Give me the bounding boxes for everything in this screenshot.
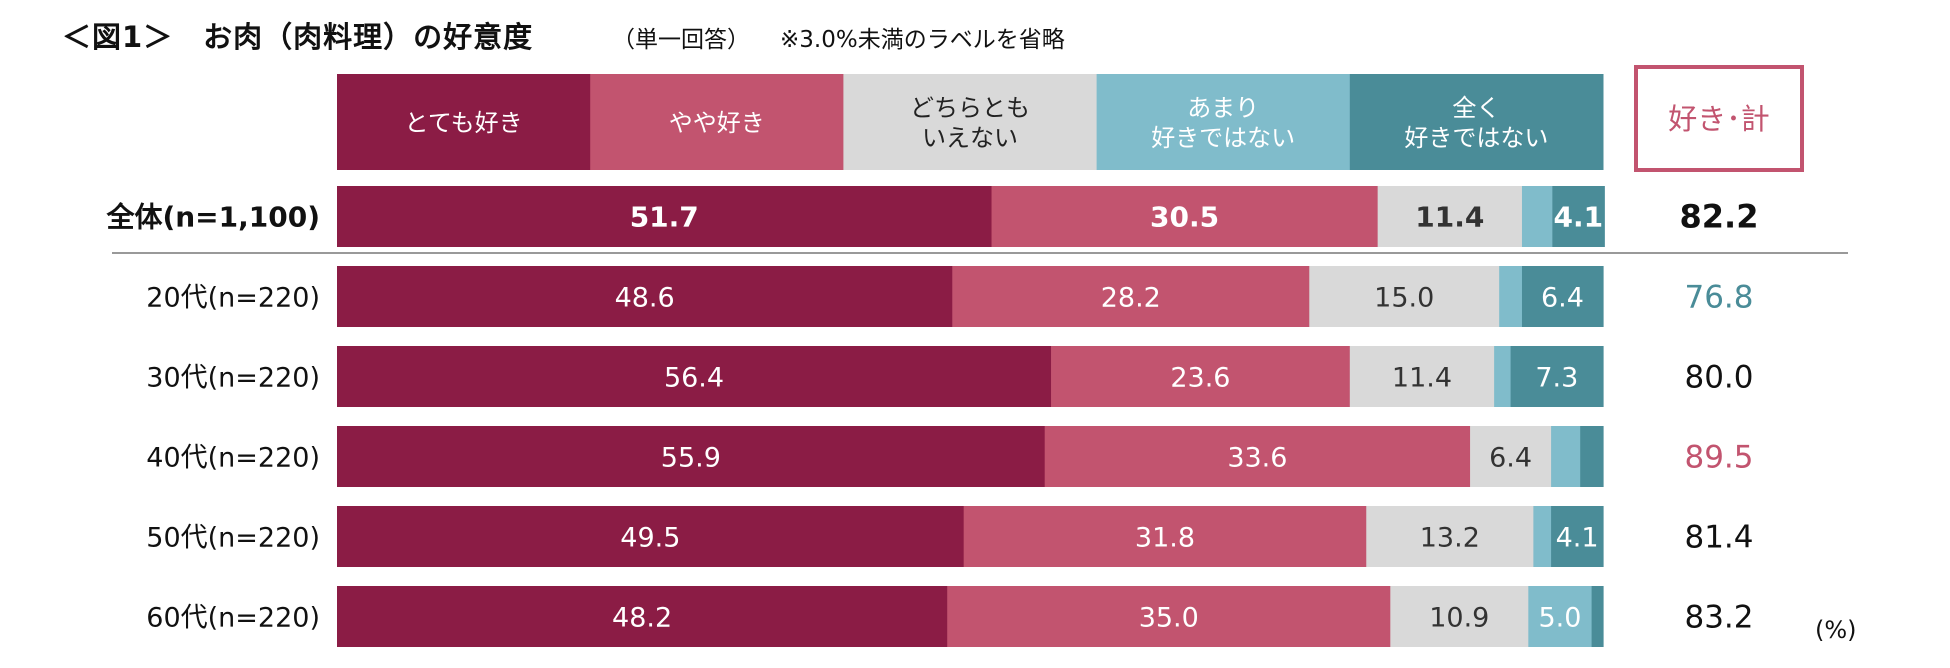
bar-segment-2 — [1044, 426, 1471, 487]
data-label: 33.6 — [1227, 443, 1287, 474]
data-label: 13.2 — [1420, 523, 1480, 554]
total-value: 82.2 — [1680, 198, 1759, 236]
legend-label-5: 好きではない — [1404, 124, 1548, 152]
bar-segment-3 — [1309, 266, 1500, 327]
bar-segment-1 — [337, 186, 993, 247]
bar-segment-5 — [1521, 266, 1604, 327]
category-label: 30代(n=220) — [146, 363, 320, 394]
bar-segment-4 — [1528, 586, 1593, 647]
data-label: 4.1 — [1554, 201, 1604, 234]
data-label: 48.2 — [612, 603, 672, 634]
bar-segment-3 — [1377, 186, 1523, 247]
legend-box-1 — [337, 74, 591, 170]
data-label: 30.5 — [1150, 201, 1219, 234]
bar-segment-2 — [1051, 346, 1351, 407]
legend-label-3: いえない — [922, 124, 1018, 152]
bar-segment-1 — [337, 426, 1046, 487]
bar-segment-1 — [337, 266, 953, 327]
legend-box-2 — [590, 74, 844, 170]
bar-segment-4 — [1533, 506, 1552, 567]
bar-segment-4 — [1551, 426, 1581, 487]
legend-label-2: やや好き — [669, 109, 765, 137]
data-label: 35.0 — [1139, 603, 1199, 634]
total-value: 89.5 — [1684, 440, 1753, 476]
data-label: 11.4 — [1415, 201, 1484, 234]
chart-title: ＜図1＞ お肉（肉料理）の好意度 — [62, 14, 533, 56]
bar-segment-2 — [963, 506, 1367, 567]
category-label: 40代(n=220) — [146, 443, 320, 474]
data-label: 10.9 — [1429, 603, 1489, 634]
data-label: 48.6 — [615, 283, 675, 314]
totals-header-label: 好き･計 — [1668, 102, 1770, 136]
legend-label-5: 全く — [1452, 94, 1500, 122]
bar-segment-4 — [1521, 186, 1553, 247]
bar-segment-3 — [1390, 586, 1529, 647]
total-value: 81.4 — [1684, 520, 1753, 556]
bar-segment-2 — [952, 266, 1310, 327]
total-value: 83.2 — [1684, 600, 1753, 636]
bar-segment-1 — [337, 346, 1052, 407]
bar-segment-5 — [1591, 586, 1604, 647]
bar-segment-3 — [1366, 506, 1534, 567]
bar-segment-3 — [1349, 346, 1495, 407]
bar-segment-5 — [1551, 506, 1604, 567]
data-label: 31.8 — [1135, 523, 1195, 554]
bar-segment-4 — [1494, 346, 1512, 407]
unit-label: (%) — [1815, 616, 1857, 644]
data-label: 7.3 — [1535, 363, 1578, 394]
data-label: 51.7 — [630, 201, 699, 234]
bar-segment-3 — [1470, 426, 1552, 487]
data-label: 5.0 — [1538, 603, 1581, 634]
data-label: 56.4 — [664, 363, 724, 394]
chart-subtitle: （単一回答） — [612, 27, 750, 53]
data-label: 23.6 — [1170, 363, 1230, 394]
totals-header-box — [1634, 65, 1804, 172]
legend-box-4 — [1096, 74, 1351, 170]
data-label: 4.1 — [1556, 523, 1599, 554]
bar-segment-2 — [947, 586, 1391, 647]
data-label: 15.0 — [1374, 283, 1434, 314]
legend-label-4: あまり — [1187, 94, 1259, 122]
legend-label-4: 好きではない — [1151, 124, 1295, 152]
bar-segment-1 — [337, 506, 965, 567]
data-label: 6.4 — [1541, 283, 1584, 314]
legend-label-1: とても好き — [405, 109, 523, 137]
bar-segment-5 — [1580, 426, 1604, 487]
total-value: 76.8 — [1684, 280, 1753, 316]
data-label: 6.4 — [1489, 443, 1532, 474]
data-label: 49.5 — [620, 523, 680, 554]
category-label: 50代(n=220) — [146, 523, 320, 554]
category-label: 全体(n=1,100) — [105, 201, 320, 234]
bar-segment-5 — [1552, 186, 1605, 247]
data-label: 55.9 — [661, 443, 721, 474]
bar-segment-1 — [337, 586, 948, 647]
data-label: 11.4 — [1392, 363, 1452, 394]
category-label: 20代(n=220) — [146, 283, 320, 314]
data-label: 28.2 — [1101, 283, 1161, 314]
bar-segment-4 — [1499, 266, 1523, 327]
chart-note: ※3.0%未満のラベルを省略 — [780, 27, 1065, 53]
legend-label-3: どちらとも — [910, 94, 1030, 122]
bar-segment-2 — [991, 186, 1379, 247]
chart-title-text: ＜図1＞ お肉（肉料理）の好意度 — [62, 20, 534, 54]
legend-box-5 — [1349, 74, 1604, 170]
bar-segment-5 — [1510, 346, 1604, 407]
category-label: 60代(n=220) — [146, 603, 320, 634]
legend-box-3 — [843, 74, 1098, 170]
total-value: 80.0 — [1684, 360, 1753, 396]
